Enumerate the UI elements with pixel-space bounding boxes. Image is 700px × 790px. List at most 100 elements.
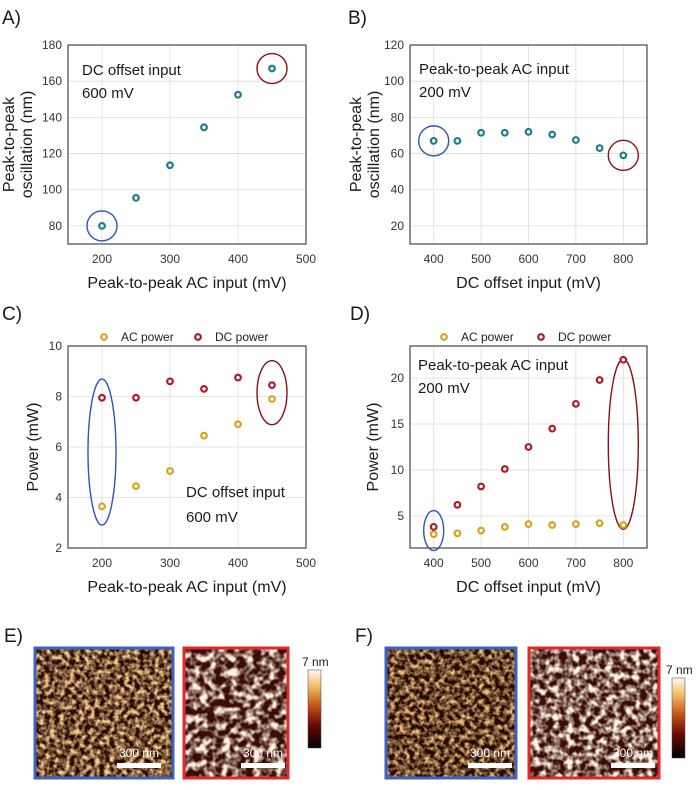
x-tick-label: 600 <box>518 556 538 570</box>
data-point <box>132 393 140 402</box>
y-axis-label: Power (mW) <box>365 403 382 492</box>
highlight-ellipse <box>87 378 117 526</box>
plot-frame <box>409 44 648 245</box>
y-axis-label: oscillation (nm) <box>366 91 383 199</box>
data-point <box>524 127 533 136</box>
data-point <box>453 500 462 509</box>
data-point <box>572 520 580 529</box>
y-tick-label: 6 <box>55 440 62 454</box>
panel-letter-c: C) <box>2 304 22 325</box>
annotation-text: 600 mV <box>186 509 238 526</box>
afm-panel-e: 300 nm 300 nm 7 nm <box>33 646 329 780</box>
x-axis-label: Peak-to-peak AC input (mV) <box>87 275 286 292</box>
legend-label: DC power <box>215 330 268 344</box>
highlight-circle <box>607 139 639 172</box>
data-point <box>524 443 533 451</box>
y-tick-label: 120 <box>384 38 404 52</box>
afm-image-f-red-texture <box>529 648 659 778</box>
annotation-text: Peak-to-peak AC input <box>418 357 569 374</box>
data-point <box>98 502 106 511</box>
data-point <box>429 136 438 145</box>
data-point <box>548 130 557 139</box>
annotation-text: DC offset input <box>82 62 182 79</box>
annotation-text: DC offset input <box>186 484 286 501</box>
x-tick-label: 600 <box>518 252 538 266</box>
afm-image-f-blue: 300 nm <box>384 646 518 780</box>
data-point <box>500 465 509 473</box>
x-axis-label: Peak-to-peak AC input (mV) <box>87 579 286 596</box>
afm-image-f-blue-texture <box>386 648 516 778</box>
y-tick-label: 4 <box>55 491 62 505</box>
colorbar-f <box>671 677 686 759</box>
plot-frame <box>67 345 307 549</box>
y-tick-label: 140 <box>42 110 62 124</box>
data-point <box>572 136 580 144</box>
y-tick-label: 10 <box>391 463 405 477</box>
data-point <box>572 399 580 408</box>
data-point <box>477 128 486 137</box>
y-tick-label: 100 <box>42 183 62 197</box>
scale-bar-label: 300 nm <box>613 746 653 760</box>
data-point <box>166 467 174 475</box>
data-point <box>200 431 208 440</box>
x-tick-label: 700 <box>566 556 586 570</box>
y-tick-label: 160 <box>42 74 62 88</box>
data-point <box>234 373 242 382</box>
data-point <box>98 393 106 402</box>
data-point <box>268 64 276 73</box>
legend-marker <box>440 333 448 341</box>
data-point <box>453 136 462 145</box>
panel-letter-e: E) <box>4 626 23 647</box>
data-point <box>477 526 486 535</box>
y-tick-label: 60 <box>391 147 405 161</box>
annotation-text: 600 mV <box>82 85 134 102</box>
afm-image-e-blue: 300 nm <box>33 646 175 780</box>
y-tick-label: 2 <box>55 541 62 555</box>
legend-marker <box>194 333 202 341</box>
annotation-text: 200 mV <box>418 380 470 397</box>
x-tick-label: 500 <box>471 556 491 570</box>
data-point <box>200 385 208 393</box>
annotation-text: Peak-to-peak AC input <box>419 61 570 78</box>
scale-bar <box>117 763 161 768</box>
x-tick-label: 800 <box>613 556 633 570</box>
x-tick-label: 200 <box>92 252 112 266</box>
y-tick-label: 180 <box>42 38 62 52</box>
chart-panel-d: 400 500 600 700 800 5 10 15 20 DC offset input (m… <box>365 330 648 596</box>
afm-image-e-red: 300 nm <box>182 646 290 780</box>
data-point <box>619 355 628 364</box>
data-point <box>234 420 242 429</box>
y-axis-label: Peak-to-peak <box>1 96 18 192</box>
x-tick-label: 500 <box>471 252 491 266</box>
panel-letter-d: D) <box>350 304 370 325</box>
x-tick-label: 400 <box>424 252 444 266</box>
legend-label: AC power <box>461 330 514 344</box>
data-point <box>595 519 604 528</box>
data-point <box>98 222 106 230</box>
y-tick-label: 100 <box>384 74 404 88</box>
scale-bar <box>611 763 655 768</box>
panel-letter-a: A) <box>2 8 21 29</box>
x-axis-label: DC offset input (mV) <box>456 275 601 292</box>
x-tick-label: 700 <box>566 252 586 266</box>
scale-bar <box>468 763 512 768</box>
data-point <box>132 482 140 491</box>
colorbar-label-f: 7 nm <box>666 663 693 677</box>
highlight-ellipse <box>256 360 288 426</box>
y-tick-label: 10 <box>49 339 63 353</box>
y-tick-label: 40 <box>391 183 405 197</box>
x-tick-label: 500 <box>296 556 316 570</box>
annotation-text: 200 mV <box>419 84 471 101</box>
data-point <box>234 90 242 99</box>
x-axis-label: DC offset input (mV) <box>456 579 601 596</box>
scale-bar-label: 300 nm <box>119 746 159 760</box>
data-point <box>132 193 140 202</box>
y-axis-label: Power (mW) <box>25 403 42 492</box>
y-tick-label: 20 <box>391 371 405 385</box>
data-point <box>477 482 486 491</box>
colorbar-label-e: 7 nm <box>302 655 329 669</box>
data-point <box>548 521 557 529</box>
x-tick-label: 400 <box>228 556 248 570</box>
data-point <box>595 144 604 153</box>
data-point <box>548 424 557 433</box>
